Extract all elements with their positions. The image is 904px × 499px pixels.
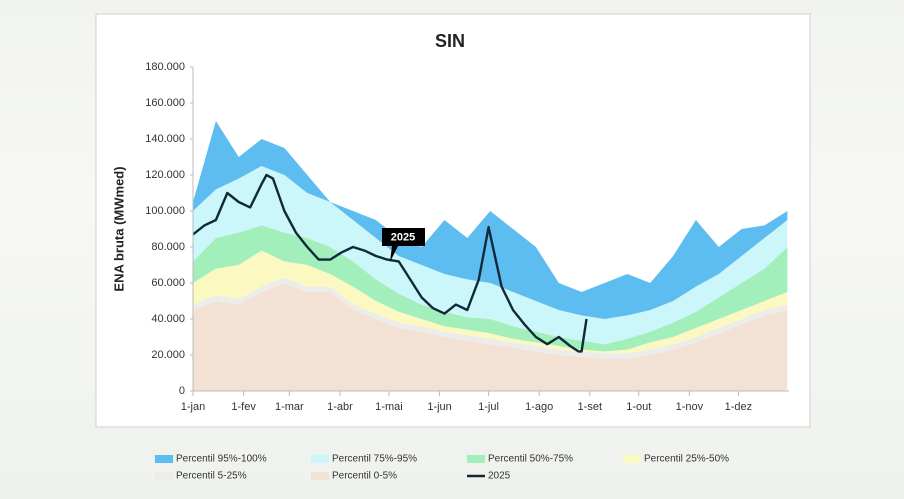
y-tick-label: 80.000 (151, 241, 185, 253)
y-tick-label: 180.000 (145, 61, 185, 73)
y-axis-label: ENA bruta (MWmed) (111, 166, 126, 291)
line-2025 (192, 173, 588, 353)
legend-swatch (311, 472, 329, 480)
x-tick-label: 1-ago (525, 401, 553, 413)
y-tick-label: 120.000 (145, 169, 185, 181)
annotation-text: 2025 (391, 231, 415, 243)
legend-swatch (311, 455, 329, 463)
percentile-band (193, 283, 788, 391)
x-tick-label: 1-mar (275, 401, 304, 413)
x-tick-label: 1-jan (181, 401, 205, 413)
x-tick-label: 1-nov (676, 401, 704, 413)
legend-label: 2025 (488, 471, 511, 482)
x-tick-label: 1-abr (327, 401, 353, 413)
legend-swatch (155, 472, 173, 480)
x-tick-label: 1-dez (725, 401, 753, 413)
percentile-band (193, 166, 788, 345)
legend-swatch (155, 455, 173, 463)
legend-label: Percentil 0-5% (332, 471, 397, 482)
legend-label: Percentil 5-25% (176, 471, 247, 482)
percentile-band (193, 250, 788, 354)
x-tick-label: 1-jul (478, 401, 499, 413)
percentile-band (193, 277, 788, 359)
legend-label: Percentil 75%-95% (332, 454, 417, 465)
annotation-box (382, 228, 425, 262)
x-tick-label: 1-mai (375, 401, 403, 413)
y-tick-label: 140.000 (145, 133, 185, 145)
y-tick-label: 60.000 (151, 277, 185, 289)
y-tick-label: 160.000 (145, 97, 185, 109)
legend-label: Percentil 50%-75% (488, 454, 573, 465)
legend-swatch (467, 455, 485, 463)
x-tick-label: 1-set (578, 401, 602, 413)
legend-swatch (623, 455, 641, 463)
y-tick-label: 0 (179, 385, 185, 397)
percentile-band (193, 225, 788, 352)
x-tick-label: 1-fev (231, 401, 256, 413)
y-tick-label: 20.000 (151, 349, 185, 361)
x-tick-label: 1-jun (427, 401, 451, 413)
y-tick-label: 100.000 (145, 205, 185, 217)
legend-label: Percentil 25%-50% (644, 454, 729, 465)
y-tick-label: 40.000 (151, 313, 185, 325)
x-tick-label: 1-out (626, 401, 651, 413)
legend-label: Percentil 95%-100% (176, 454, 267, 465)
chart-title: SIN (435, 31, 465, 51)
percentile-band (193, 121, 788, 319)
